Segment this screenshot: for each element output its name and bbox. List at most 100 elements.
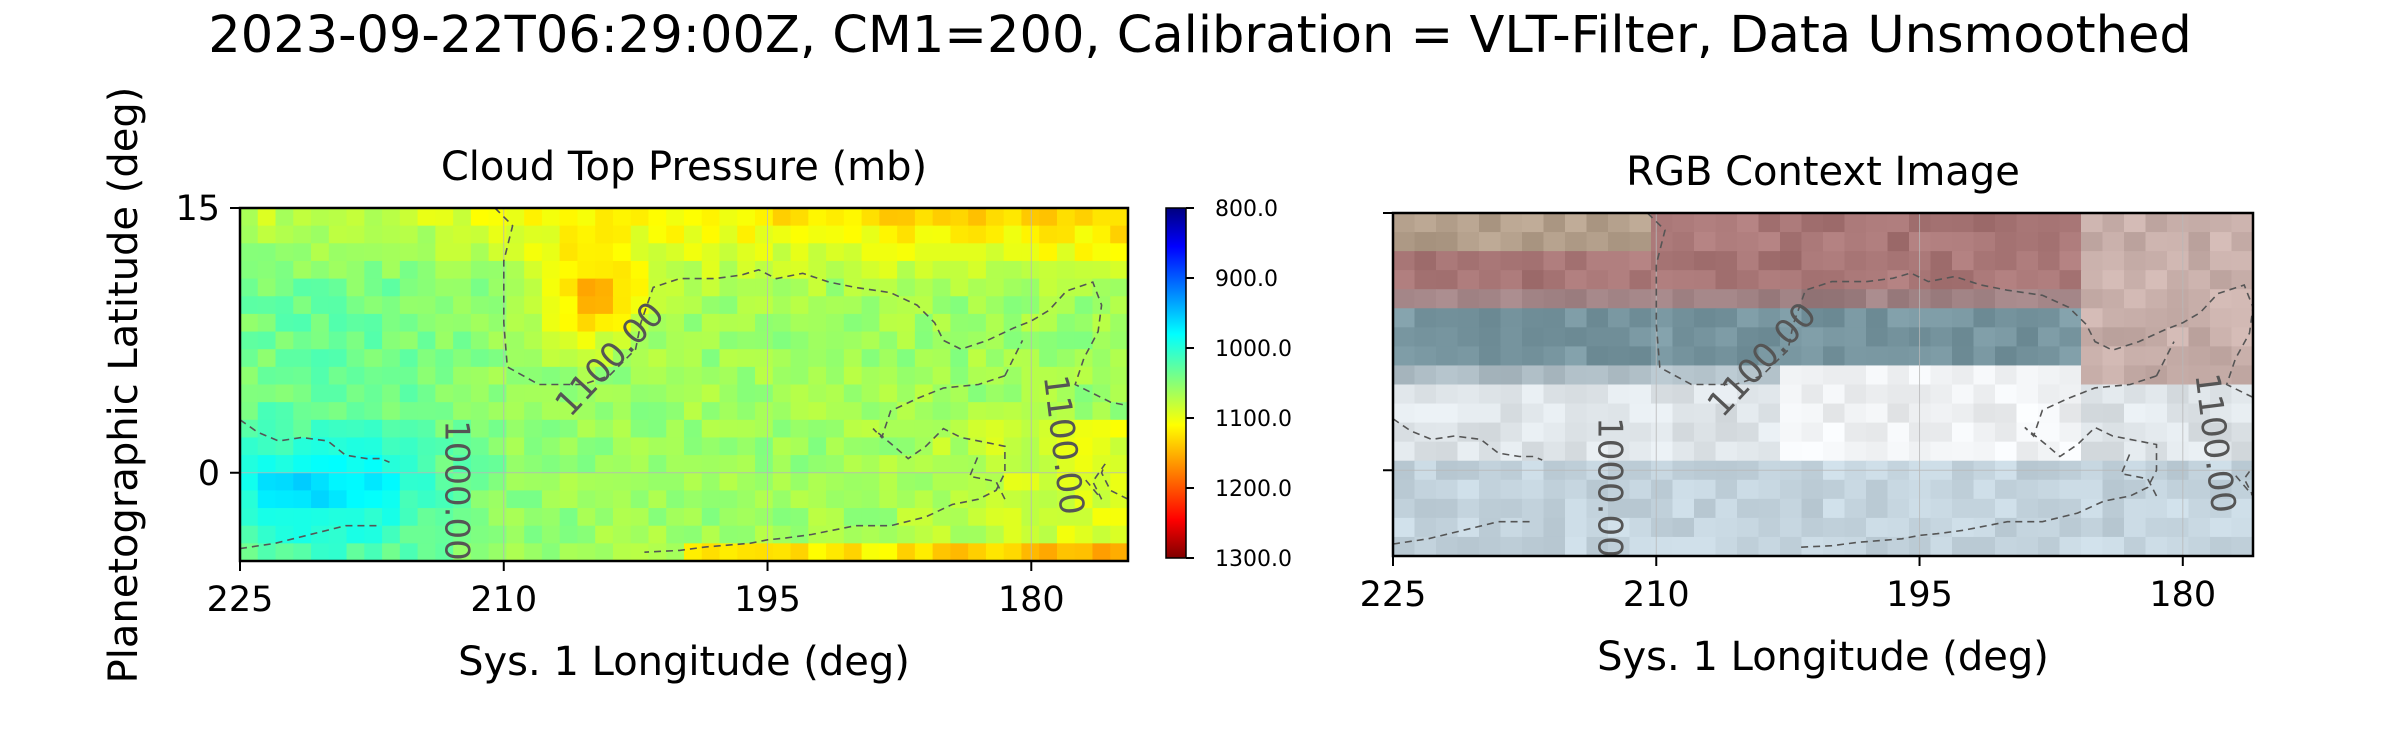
heatmap-cell [719,278,738,297]
heatmap-cell [346,384,365,403]
heatmap-cell [950,349,969,368]
rgb-cell [1823,270,1846,290]
heatmap-cell [950,402,969,421]
rgb-cell [1543,479,1566,500]
heatmap-cell [364,525,383,544]
heatmap-cell [666,208,685,227]
heatmap-cell [843,243,863,262]
heatmap-cell [293,384,312,403]
rgb-cell [1844,289,1867,309]
heatmap-cell [399,437,419,456]
heatmap-cell [1056,508,1076,527]
rgb-cell [2210,517,2233,538]
rgb-cell [1780,270,1803,290]
heatmap-cell [985,243,1005,262]
heatmap-cell [346,543,365,561]
rgb-cell [1565,498,1588,519]
rgb-cell [1479,232,1502,252]
heatmap-cell [914,455,934,474]
heatmap-cell [968,278,987,297]
rgb-cell [2145,441,2168,462]
rgb-cell [2231,327,2253,347]
heatmap-cell [932,260,951,280]
heatmap-cell [737,331,756,350]
heatmap-cell [932,419,951,439]
rgb-cell [1586,270,1609,290]
heatmap-cell [1021,225,1040,244]
heatmap-cell [506,208,525,227]
rgb-cell [1565,536,1588,556]
heatmap-cell [417,313,436,333]
heatmap-cell [968,472,987,491]
heatmap-cell [488,384,507,403]
heatmap-cell [897,243,916,262]
panel1-xlabel: Sys. 1 Longitude (deg) [458,639,910,685]
heatmap-cell [435,225,454,244]
heatmap-cell [684,243,703,262]
rgb-cell [2124,308,2147,328]
rgb-cell [1737,270,1760,290]
heatmap-cell [417,525,436,544]
rgb-cell [1973,517,1996,538]
heatmap-cell [737,366,756,386]
heatmap-cell [328,313,348,333]
heatmap-cell [701,331,721,350]
rgb-cell [2210,213,2233,233]
rgb-cell [1672,346,1695,367]
heatmap-cell [257,455,277,474]
heatmap-cell [382,508,401,527]
ylabel: Planetographic Latitude (deg) [101,87,147,684]
rgb-cell [1930,270,1953,290]
rgb-cell [2167,213,2190,233]
heatmap-cell [399,313,419,333]
rgb-cell [2038,479,2061,500]
heatmap-cell [240,225,259,244]
heatmap-cell [311,508,330,527]
heatmap-cell [595,260,614,280]
heatmap-cell [737,225,756,244]
heatmap-cell [1039,331,1058,350]
rgb-cell [1672,232,1695,252]
heatmap-cell [772,313,792,333]
heatmap-cell [488,260,507,280]
rgb-cell [1500,232,1523,252]
heatmap-cell [524,331,543,350]
rgb-cell [1780,517,1803,538]
rgb-cell [1909,422,1932,443]
heatmap-cell [293,296,312,315]
heatmap-cell [364,331,383,350]
rgb-cell [1479,536,1502,556]
heatmap-cell [826,349,845,368]
rgb-cell [2038,441,2061,462]
rgb-cell [1694,213,1717,233]
heatmap-cell [417,455,436,474]
heatmap-cell [346,208,365,227]
heatmap-cell [666,349,685,368]
rgb-cell [1651,422,1674,443]
rgb-cell [1651,536,1674,556]
heatmap-cell [914,419,934,439]
heatmap-cell [559,278,579,297]
x-tick-label: 195 [1886,575,1953,615]
heatmap-cell [595,490,614,509]
heatmap-cell [612,419,632,439]
heatmap-cell [666,543,685,561]
heatmap-cell [1021,331,1040,350]
colorbar-tick-label: 800.0 [1215,197,1278,222]
heatmap-cell [382,331,401,350]
heatmap-cell [950,331,969,350]
heatmap-cell [1021,366,1040,386]
heatmap-cell [488,366,507,386]
rgb-cell [1973,498,1996,519]
heatmap-cell [630,508,650,527]
contour-line [1796,375,2158,549]
heatmap-cell [257,508,277,527]
heatmap-cell [719,455,738,474]
heatmap-cell [257,278,277,297]
heatmap-cell [879,208,898,227]
heatmap-cell [293,366,312,386]
rgb-cell [1995,479,2018,500]
rgb-cell [2210,384,2233,405]
heatmap-cell [861,437,880,456]
heatmap-cell [346,349,365,368]
